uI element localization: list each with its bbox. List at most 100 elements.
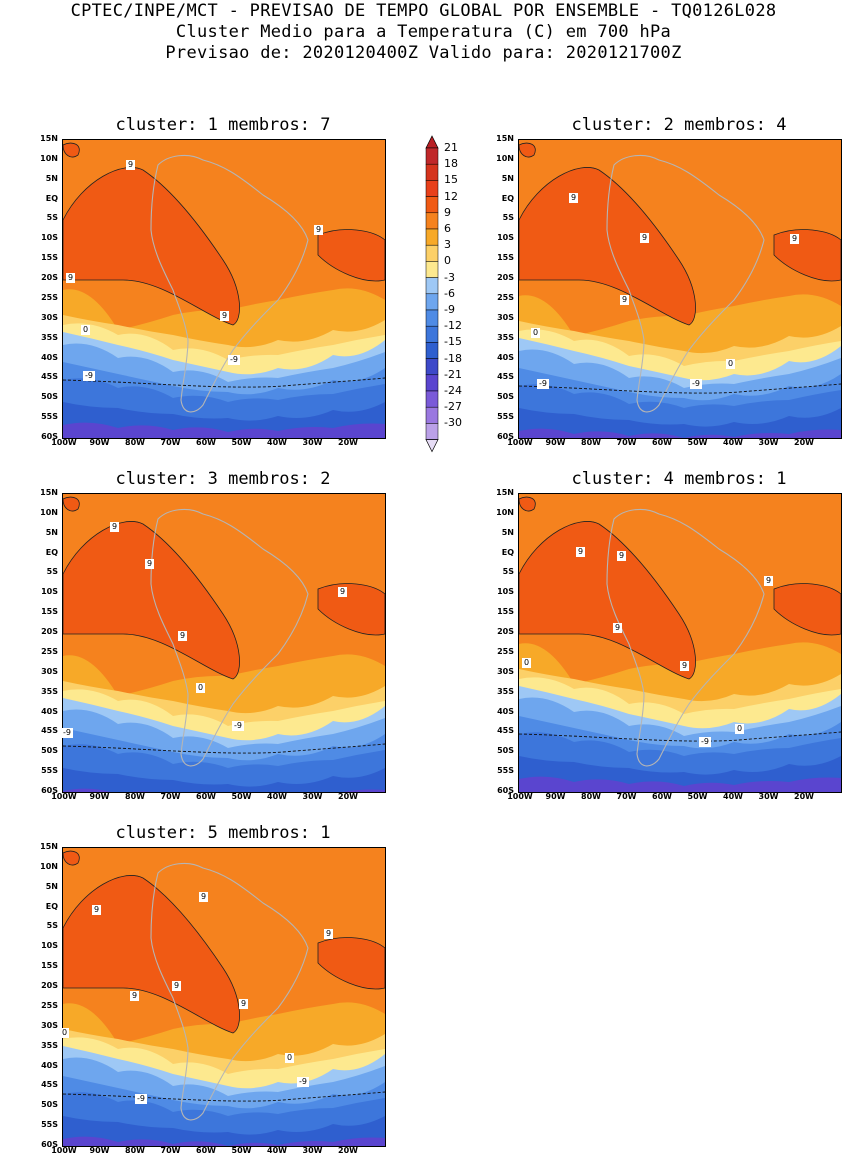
- lat-tick-label: 20S: [497, 627, 514, 637]
- lon-tick-label: 50W: [687, 792, 708, 801]
- lat-tick-label: 55S: [41, 766, 58, 776]
- contour-label: 9: [569, 193, 579, 203]
- lon-tick-label: 30W: [758, 792, 779, 801]
- lat-tick-label: 15N: [40, 134, 58, 143]
- warm-region: [63, 875, 240, 1034]
- lat-tick-label: 10S: [41, 587, 58, 597]
- lat-tick-label: 10S: [41, 233, 58, 243]
- lat-tick-label: 60S: [41, 432, 58, 441]
- lat-tick-label: 25S: [41, 646, 58, 656]
- lat-tick-label: 35S: [41, 1040, 58, 1050]
- lon-tick-label: 60W: [652, 792, 672, 801]
- contour-label: -9: [297, 1077, 309, 1087]
- lat-tick-label: 60S: [41, 786, 58, 795]
- lat-tick-label: EQ: [45, 193, 58, 203]
- lat-tick-label: 15N: [40, 488, 58, 497]
- colorbar-swatch: [425, 180, 439, 197]
- lon-tick-label: 60W: [196, 1146, 216, 1155]
- lat-tick-label: 40S: [41, 706, 58, 716]
- warm-region: [519, 142, 536, 158]
- lon-tick-label: 70W: [160, 1146, 181, 1155]
- lat-tick-label: 5S: [502, 213, 514, 223]
- lat-tick-label: 35S: [497, 686, 514, 696]
- lat-tick-label: 55S: [497, 766, 514, 776]
- lat-tick-label: 60S: [497, 432, 514, 441]
- colorbar-swatch: [425, 293, 439, 311]
- contour-label: 9: [613, 623, 623, 633]
- lat-tick-label: 15N: [40, 842, 58, 851]
- panel-title: cluster: 1 membros: 7: [115, 115, 331, 135]
- lat-tick-label: 5S: [46, 213, 58, 223]
- lat-tick-label: 15S: [41, 961, 58, 971]
- colorbar-swatch: [425, 423, 439, 440]
- contour-label: 0: [531, 328, 541, 338]
- colorbar-swatch: [425, 390, 439, 408]
- contour-label: 9: [126, 160, 136, 170]
- lon-tick-label: 90W: [89, 438, 110, 447]
- lon-tick-label: 100W: [507, 438, 533, 447]
- lon-tick-label: 80W: [581, 438, 601, 447]
- lon-tick-label: 80W: [581, 792, 601, 801]
- lat-tick-label: 15S: [497, 253, 514, 263]
- lon-tick-label: 40W: [723, 438, 743, 447]
- contour-label: 9: [617, 551, 627, 561]
- figure-title-line3: Previsao de: 2020120400Z Valido para: 20…: [165, 43, 682, 63]
- lat-tick-label: 30S: [41, 1020, 58, 1030]
- contour-label: 9: [172, 981, 182, 991]
- contour-label: 9: [314, 225, 324, 235]
- temperature-map: [62, 847, 386, 1147]
- lat-tick-label: 40S: [497, 706, 514, 716]
- lat-tick-label: 5N: [45, 527, 58, 537]
- colorbar-swatch: [425, 325, 439, 343]
- colorbar-swatch: [425, 358, 439, 376]
- lat-tick-label: 45S: [497, 726, 514, 736]
- lat-tick-label: 35S: [41, 686, 58, 696]
- colorbar-top-arrow: [425, 135, 439, 149]
- lat-tick-label: 20S: [41, 981, 58, 991]
- lat-tick-label: 45S: [41, 372, 58, 382]
- lat-tick-label: 10N: [496, 507, 514, 517]
- contour-label: -9: [699, 737, 711, 747]
- warm-region: [317, 229, 385, 282]
- lat-tick-label: 35S: [41, 332, 58, 342]
- panel-title: cluster: 3 membros: 2: [115, 469, 331, 489]
- lat-tick-label: 60S: [497, 786, 514, 795]
- colorbar-level-label: 0: [444, 254, 451, 268]
- lat-tick-label: 15S: [41, 253, 58, 263]
- warm-region: [63, 496, 80, 512]
- contour-label: 9: [145, 559, 155, 569]
- colorbar-swatch: [425, 228, 439, 246]
- colorbar-swatch: [425, 163, 439, 181]
- temperature-band: [63, 788, 385, 792]
- continent-outline: [606, 154, 765, 413]
- contour-label: 9: [239, 999, 249, 1009]
- lat-tick-label: 5S: [46, 921, 58, 931]
- lat-tick-label: 10N: [40, 507, 58, 517]
- lon-tick-label: 100W: [51, 792, 77, 801]
- lon-tick-label: 60W: [196, 438, 216, 447]
- lat-tick-label: EQ: [45, 547, 58, 557]
- lon-tick-label: 30W: [302, 1146, 323, 1155]
- lon-tick-label: 60W: [652, 438, 672, 447]
- isoline-minus-9: [519, 383, 841, 394]
- contour-label: 9: [338, 587, 348, 597]
- warm-region: [773, 583, 841, 636]
- colorbar-swatch: [425, 261, 439, 278]
- colorbar-bottom-arrow: [425, 439, 439, 453]
- colorbar-level-label: -30: [444, 416, 462, 430]
- lon-tick-label: 70W: [160, 792, 181, 801]
- lon-tick-label: 50W: [231, 438, 252, 447]
- warm-region: [63, 142, 80, 158]
- colorbar-level-label: 21: [444, 141, 458, 154]
- lat-tick-label: 25S: [41, 1000, 58, 1010]
- lon-tick-label: 80W: [125, 792, 145, 801]
- colorbar-level-label: -21: [444, 367, 462, 381]
- colorbar-level-label: -12: [444, 319, 462, 333]
- continent-outline: [150, 508, 309, 767]
- isoline-minus-9: [63, 743, 385, 754]
- colorbar-swatch: [425, 277, 439, 295]
- lat-tick-label: 25S: [497, 646, 514, 656]
- temperature-band: [519, 408, 841, 438]
- lon-tick-label: 30W: [302, 438, 323, 447]
- lat-tick-label: 40S: [41, 352, 58, 362]
